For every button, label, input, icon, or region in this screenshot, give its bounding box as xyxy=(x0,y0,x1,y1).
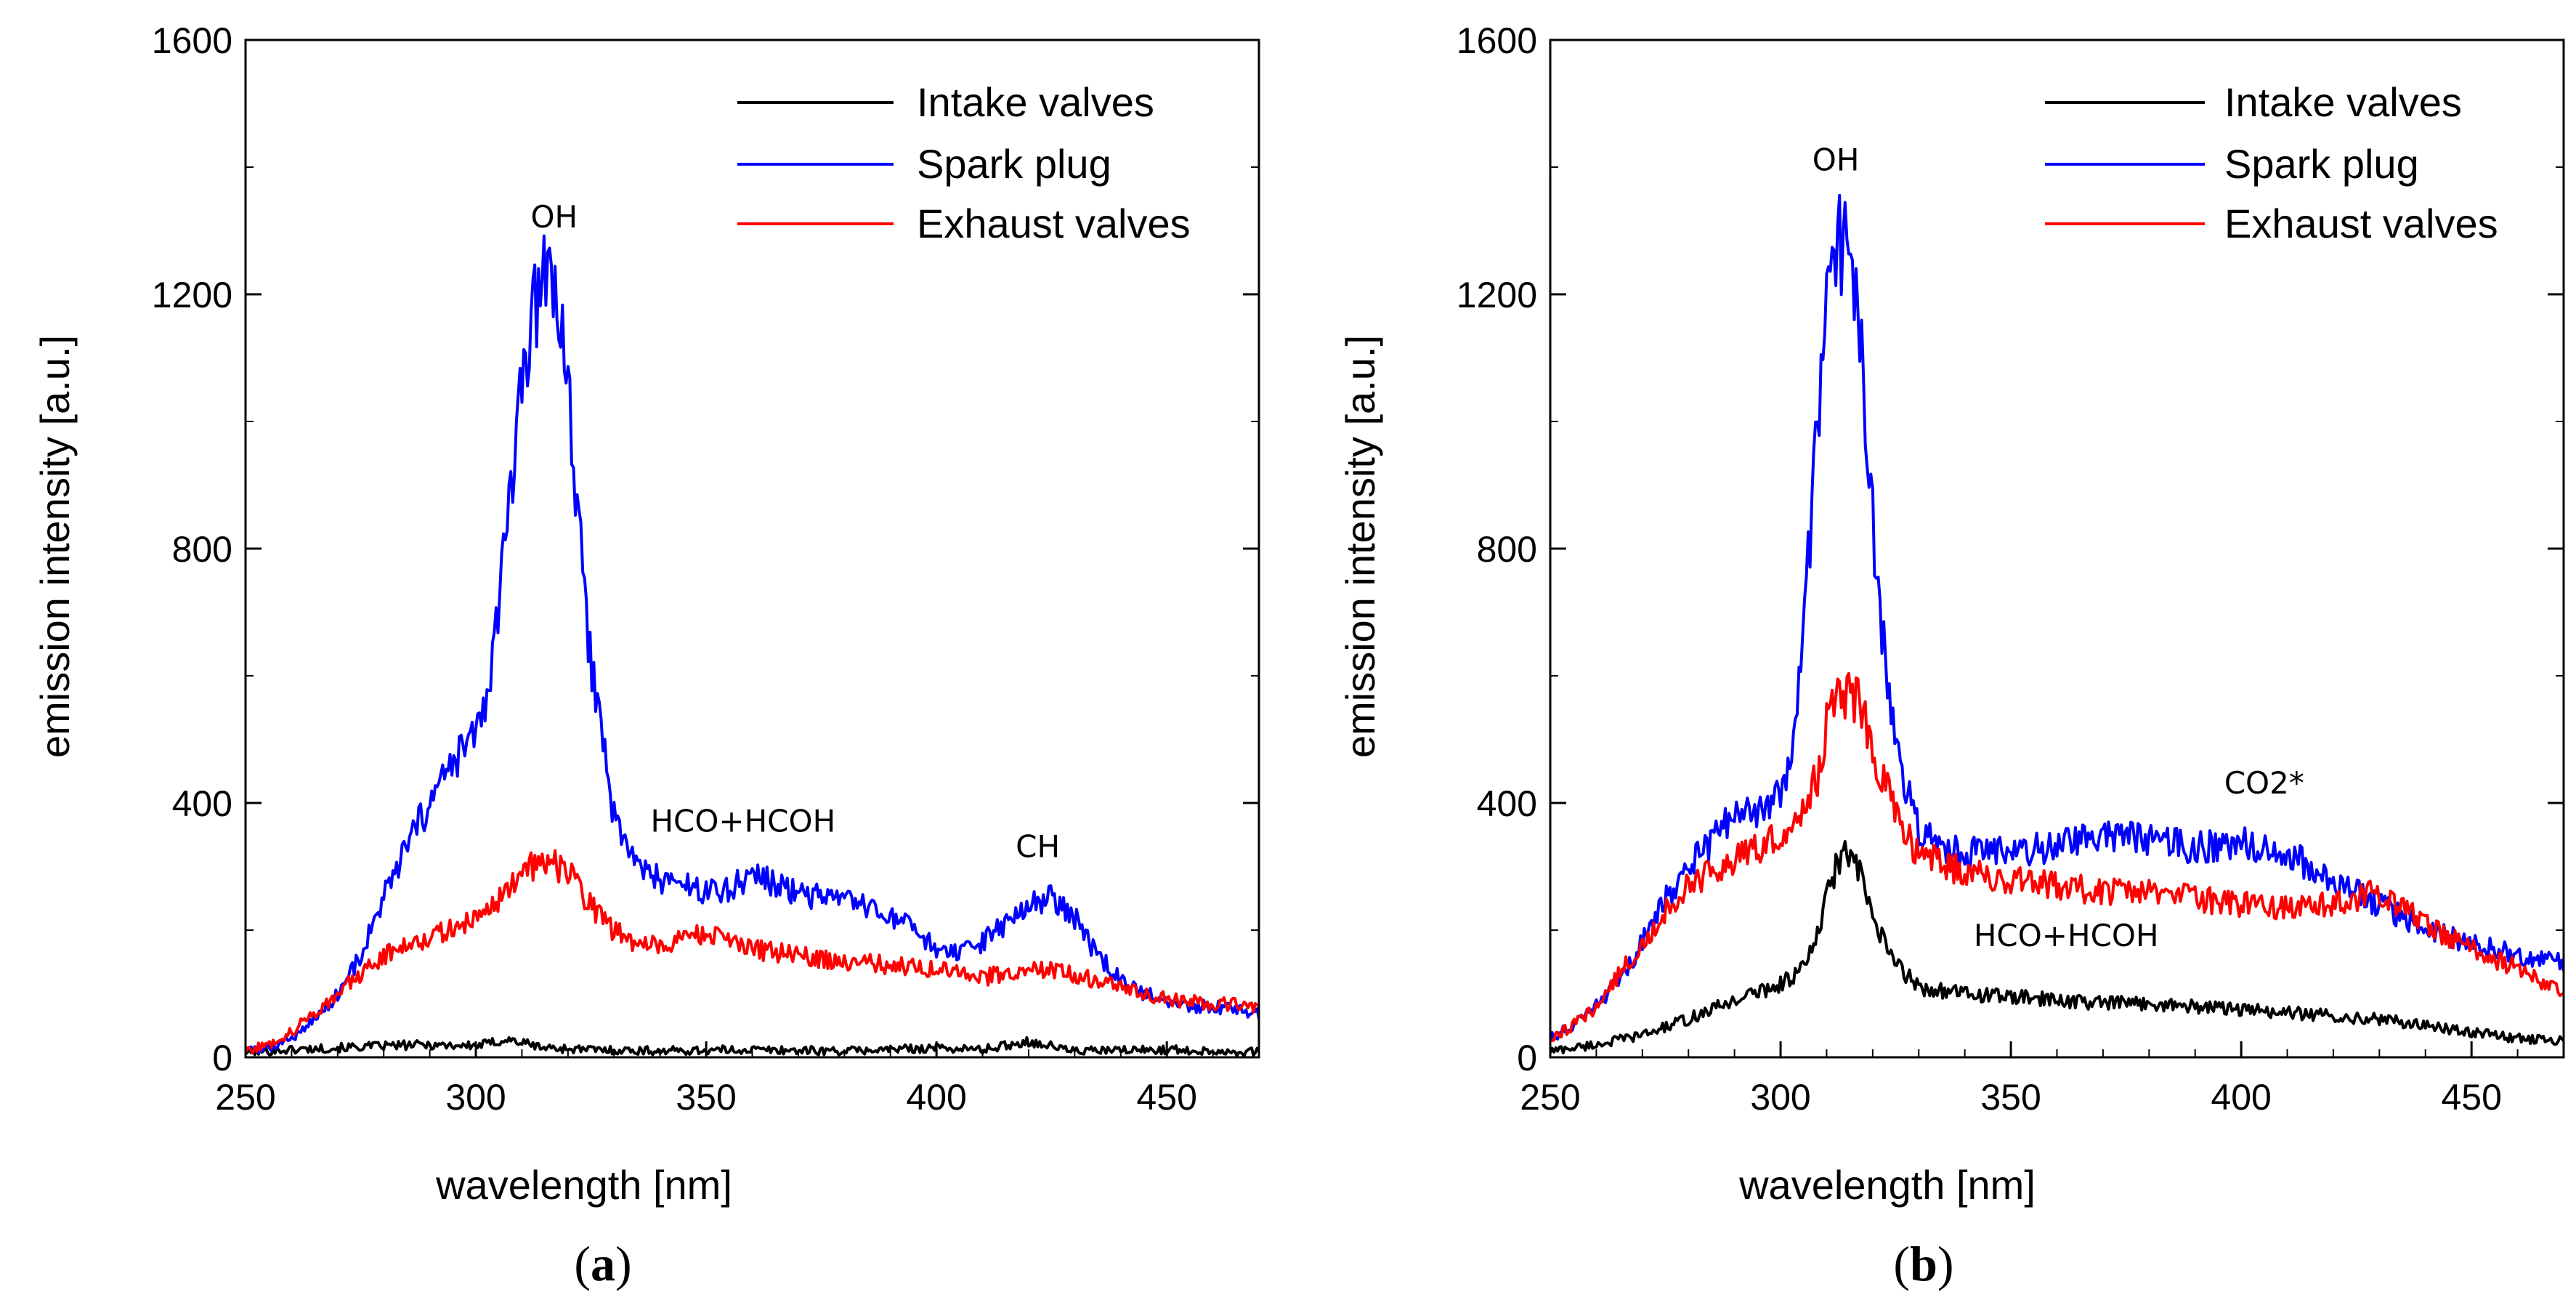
y-tick-label: 400 xyxy=(172,783,232,824)
x-tick-label: 450 xyxy=(1136,1077,1196,1118)
legend-label-exhaust-valves: Exhaust valves xyxy=(917,201,1191,246)
series-line-intake-valves xyxy=(1550,840,2564,1054)
panel-b-x-axis-title: wavelength [nm] xyxy=(1738,1162,2036,1208)
x-tick-label: 400 xyxy=(906,1077,966,1118)
y-tick-label: 400 xyxy=(1477,783,1537,824)
panel-b-label: (b) xyxy=(1893,1236,1953,1291)
y-tick-label: 0 xyxy=(212,1038,232,1078)
x-tick-label: 300 xyxy=(445,1077,506,1118)
legend-label-exhaust-valves: Exhaust valves xyxy=(2224,201,2498,246)
panel-a-legend: Intake valves Spark plug Exhaust valves xyxy=(737,79,1191,246)
panel-a-ticks xyxy=(244,39,1259,1059)
y-tick-label: 0 xyxy=(1517,1038,1537,1078)
annotation-hco-hcoh: HCO+HCOH xyxy=(650,803,835,839)
x-tick-label: 250 xyxy=(1520,1077,1580,1118)
legend-label-spark-plug: Spark plug xyxy=(2224,141,2419,187)
annotation-hco-hcoh: HCO+HCOH xyxy=(1974,918,2159,953)
y-tick-label: 1600 xyxy=(152,20,232,61)
series-line-spark-plug xyxy=(246,234,1259,1054)
y-tick-label: 800 xyxy=(172,529,232,570)
series-line-exhaust-valves xyxy=(246,849,1259,1055)
x-tick-label: 250 xyxy=(215,1077,275,1118)
panel-a-tick-labels: 250 300 350 400 450 0 400 800 1200 1600 xyxy=(152,20,1197,1118)
legend-label-intake-valves: Intake valves xyxy=(2224,79,2462,125)
legend-label-intake-valves: Intake valves xyxy=(917,79,1154,125)
x-tick-label: 350 xyxy=(676,1077,736,1118)
series-line-intake-valves xyxy=(246,1036,1259,1057)
panel-b-tick-labels: 250 300 350 400 450 0 400 800 1200 1600 xyxy=(1457,20,2502,1118)
x-tick-label: 400 xyxy=(2211,1077,2271,1118)
y-tick-label: 1600 xyxy=(1457,20,1537,61)
x-tick-label: 350 xyxy=(1980,1077,2041,1118)
panel-a-y-axis-title: emission intensity [a.u.] xyxy=(32,335,78,758)
x-tick-label: 300 xyxy=(1750,1077,1810,1118)
panel-b-series xyxy=(1550,193,2564,1054)
series-line-spark-plug xyxy=(1550,193,2564,1041)
x-tick-label: 450 xyxy=(2441,1077,2501,1118)
panel-b: 250 300 350 400 450 0 400 800 1200 1600 wavelengt… xyxy=(1337,20,2565,1291)
y-tick-label: 1200 xyxy=(1457,275,1537,315)
panel-b-y-axis-title: emission intensity [a.u.] xyxy=(1337,335,1383,758)
panel-a-label: (a) xyxy=(574,1236,631,1291)
panel-b-ticks xyxy=(1549,39,2564,1059)
annotation-co2: CO2* xyxy=(2224,765,2304,801)
annotation-oh: OH xyxy=(530,199,578,235)
panel-b-legend: Intake valves Spark plug Exhaust valves xyxy=(2045,79,2498,246)
y-tick-label: 1200 xyxy=(152,275,232,315)
legend-label-spark-plug: Spark plug xyxy=(917,141,1111,187)
annotation-ch: CH xyxy=(1016,828,1060,864)
series-line-exhaust-valves xyxy=(1550,671,2564,1043)
y-tick-label: 800 xyxy=(1477,529,1537,570)
panel-a-plot-frame xyxy=(244,39,1260,1059)
panel-a-series xyxy=(246,234,1259,1057)
annotation-oh: OH xyxy=(1812,142,1860,177)
panel-a-x-axis-title: wavelength [nm] xyxy=(435,1162,732,1208)
panel-a: 250 300 350 400 450 0 400 800 1200 1600 wavelengt… xyxy=(32,20,1260,1291)
